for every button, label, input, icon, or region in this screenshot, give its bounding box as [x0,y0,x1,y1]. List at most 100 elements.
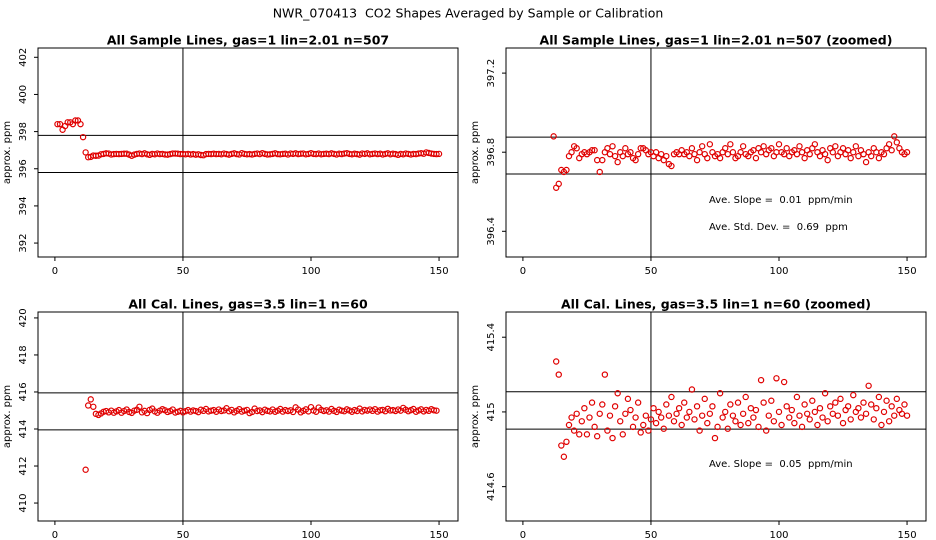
data-point [611,403,619,410]
data-point [757,376,765,384]
data-point [839,419,847,427]
data-point [750,414,757,421]
data-point [583,431,591,438]
data-point [768,145,775,152]
data-point [568,149,575,156]
data-point [627,149,634,156]
data-point [698,412,706,419]
data-point [850,149,857,156]
data-point [668,162,675,170]
data-point [827,403,834,410]
data-point [668,393,675,401]
data-point [430,407,438,414]
data-point [880,150,888,158]
data-point [576,431,583,438]
data-point [762,427,770,434]
data-point [609,434,616,442]
data-point [706,141,714,148]
data-point [622,145,629,152]
y-axis-label: approx. ppm [2,121,13,184]
data-point [873,404,880,412]
x-tick-label: 100 [301,530,320,540]
data-point [893,139,901,146]
data-point [867,152,875,160]
data-point [655,408,662,416]
data-point [673,410,680,417]
data-point [862,158,870,166]
data-point [745,419,752,427]
data-point [783,145,790,152]
data-point [565,421,573,429]
data-point [693,403,701,410]
data-point [844,403,852,410]
data-point [809,397,816,404]
y-axis-label: approx. ppm [470,121,481,184]
data-point [719,414,726,421]
data-point [619,152,626,160]
data-point [593,156,601,164]
data-point [87,396,94,403]
data-point [734,399,742,406]
data-point [847,416,854,423]
x-tick-label: 50 [645,530,658,540]
x-tick-label: 50 [177,530,190,540]
data-point [737,149,744,156]
data-point [632,156,639,164]
data-point [852,143,860,150]
data-point [581,404,588,412]
data-point [778,421,785,429]
x-tick-label: 150 [898,266,917,277]
figure-title: NWR_070413 CO2 Shapes Averaged by Sample… [273,6,664,21]
data-point [657,414,665,421]
panel-title: All Sample Lines, gas=1 lin=2.01 n=507 (… [540,33,893,48]
data-point [742,393,749,401]
data-point [732,418,739,425]
data-point [588,399,596,406]
y-tick-label: 414.6 [486,472,497,501]
data-point [652,149,660,156]
y-tick-label: 416 [18,382,29,401]
data-point [752,154,760,162]
data-point [614,158,621,166]
data-point [696,427,703,434]
data-point [888,147,895,154]
data-point [855,404,862,412]
annotation: Ave. Std. Dev. = 0.69 ppm [709,222,848,233]
data-point [716,390,724,397]
data-point [816,404,824,412]
data-point [716,154,724,162]
data-point [665,412,673,419]
x-tick-label: 150 [898,530,917,540]
data-point [622,410,629,417]
data-point [634,150,642,158]
data-point [619,431,626,438]
data-point [885,141,893,148]
data-point [555,180,562,188]
data-point [593,433,601,440]
data-point [711,434,719,442]
data-point [698,143,706,150]
data-point [606,412,614,419]
data-point [798,149,806,156]
data-point [729,412,737,419]
data-point [729,149,737,156]
data-point [709,403,716,410]
y-tick-label: 415 [486,402,497,421]
data-point [632,414,639,421]
data-point [706,410,714,417]
data-point [591,423,598,431]
data-point [832,399,839,406]
data-point [722,408,729,416]
y-tick-label: 394 [18,196,29,215]
data-point [839,145,847,152]
data-point [670,418,678,425]
data-point [806,150,813,158]
data-point [765,412,772,419]
x-tick-label: 50 [645,266,658,277]
plot-frame [505,311,927,522]
data-point [82,149,89,156]
data-point [627,406,634,414]
data-point [660,425,667,432]
data-point [54,120,61,128]
data-point [693,156,701,164]
